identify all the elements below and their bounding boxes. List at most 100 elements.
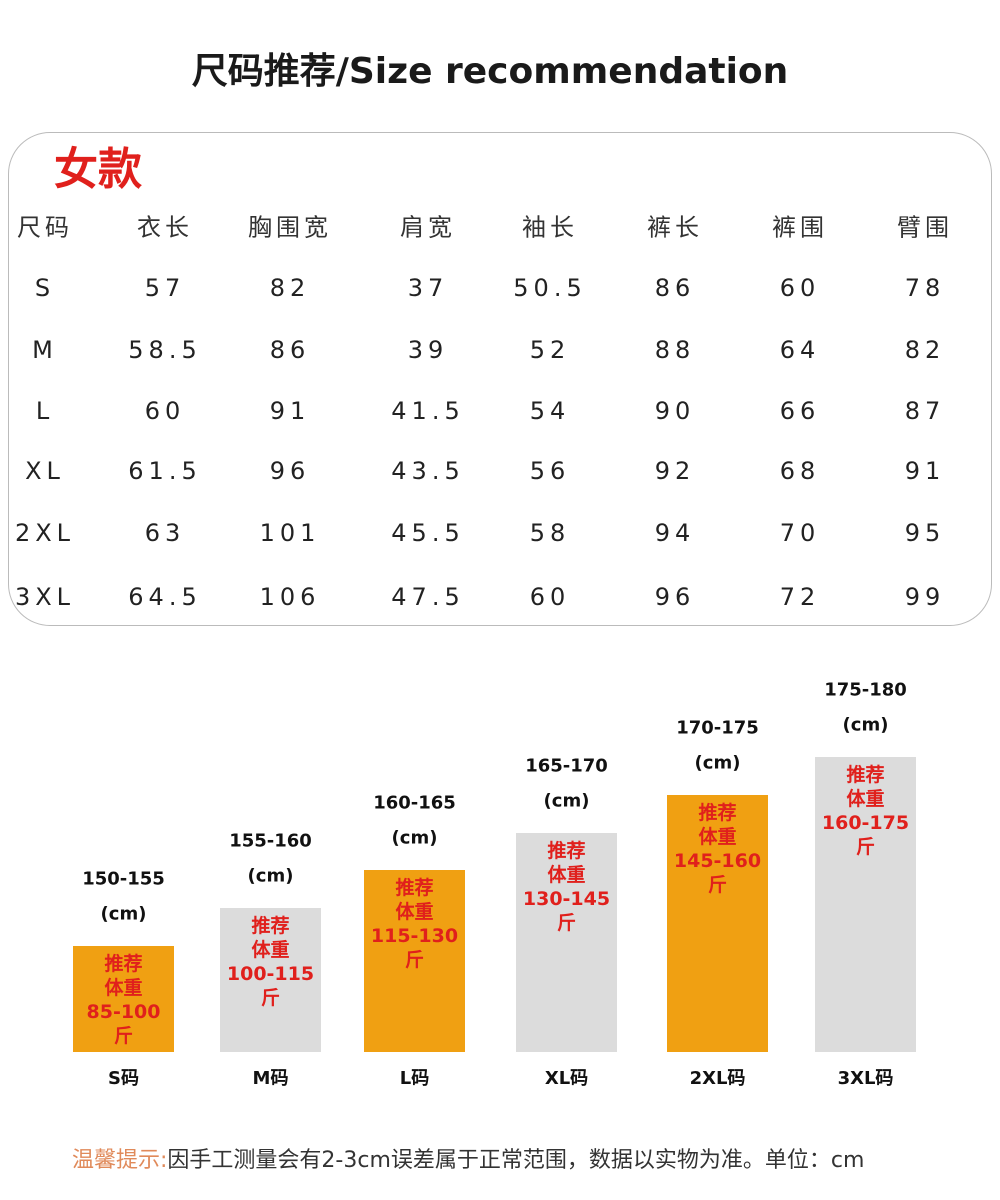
table-cell: 94 [654,519,696,547]
weight-unit: 斤 [404,949,425,972]
header-cell: 尺码 [17,213,73,242]
weight-label: 体重 [251,939,290,962]
height-unit: (cm) [391,827,438,849]
size-bar [73,946,174,1052]
tip-label: 温馨提示: [72,1148,168,1173]
table-cell: 82 [904,336,946,364]
header-cell: 臂围 [897,213,953,242]
weight-label: 体重 [104,977,143,999]
table-cell: 63 [144,519,186,547]
table-cell: 99 [904,583,946,611]
table-cell: 61.5 [128,457,202,485]
size-label: 3XL码 [837,1068,894,1089]
weight-label: 推荐 [698,801,737,824]
height-range: 175-180 [824,679,907,701]
height-range: 155-160 [229,830,312,852]
table-cell: 54 [529,397,571,425]
tip-text: 因手工测量会有2-3cm误差属于正常范围，数据以实物为准。单位：cm [167,1148,865,1173]
table-cell: 41.5 [391,397,465,425]
table-cell: M [32,336,58,364]
table-cell: 87 [904,397,946,425]
table-cell: 86 [269,336,311,364]
height-range: 170-175 [676,717,759,739]
weight-unit: 斤 [855,836,876,858]
weight-unit: 斤 [113,1025,134,1047]
table-cell: 86 [654,274,696,302]
weight-unit: 斤 [707,873,728,896]
weight-range: 100-115 [226,963,315,986]
header-cell: 裤长 [647,213,703,242]
section-label: 女款 [54,144,142,195]
height-unit: (cm) [247,865,294,887]
table-cell: 60 [779,274,821,302]
table-cell: 68 [779,457,821,485]
table-cell: 56 [529,457,571,485]
size-label: L码 [399,1068,430,1089]
height-unit: (cm) [842,714,889,736]
size-label: 2XL码 [689,1068,746,1089]
height-unit: (cm) [543,790,590,812]
table-frame [8,132,992,626]
table-cell: 39 [407,336,449,364]
table-cell: 50.5 [513,274,587,302]
size-bar [516,832,617,1052]
table-cell: 91 [904,457,946,485]
weight-range: 145-160 [673,849,762,872]
table-cell: 101 [259,519,321,547]
table-cell: 3XL [14,583,76,611]
weight-label: 推荐 [395,877,434,900]
table-cell: 47.5 [391,583,465,611]
weight-unit: 斤 [260,987,281,1010]
weight-range: 115-130 [370,925,459,948]
header-cell: 袖长 [522,213,578,242]
height-range: 160-165 [373,792,456,814]
weight-label: 体重 [698,825,737,848]
weight-label: 推荐 [104,953,143,975]
size-bar [667,794,768,1052]
title: 尺码推荐/Size recommendation [191,51,789,92]
table-cell: 91 [269,397,311,425]
weight-label: 体重 [547,863,586,886]
table-cell: 70 [779,519,821,547]
table-cell: 72 [779,583,821,611]
tip: 温馨提示:因手工测量会有2-3cm误差属于正常范围，数据以实物为准。单位：cm [72,1142,864,1174]
table-cell: 58.5 [128,336,202,364]
header-cell: 裤围 [772,213,828,242]
table-cell: 64 [779,336,821,364]
weight-label: 推荐 [846,764,885,786]
size-bar [364,870,465,1052]
table-cell: 92 [654,457,696,485]
height-range: 165-170 [525,755,608,777]
table-cell: 78 [904,274,946,302]
table-cell: 45.5 [391,519,465,547]
header-cell: 胸围宽 [248,213,332,242]
weight-label: 推荐 [547,839,586,862]
table-cell: 95 [904,519,946,547]
table-cell: S [34,274,56,302]
table-cell: 60 [144,397,186,425]
weight-range: 85-100 [86,1001,161,1023]
table-cell: 106 [259,583,321,611]
header-cell: 肩宽 [400,213,456,242]
weight-label: 推荐 [251,915,290,938]
table-cell: XL [25,457,65,485]
weight-unit: 斤 [556,911,577,934]
table-cell: 60 [529,583,571,611]
size-label: M码 [252,1068,289,1089]
table-cell: L [35,397,55,425]
table-cell: 88 [654,336,696,364]
table-cell: 66 [779,397,821,425]
size-bar [220,908,321,1052]
height-unit: (cm) [694,752,741,774]
table-cell: 90 [654,397,696,425]
table-cell: 52 [529,336,571,364]
weight-label: 体重 [846,788,885,810]
table-cell: 37 [407,274,449,302]
table-cell: 82 [269,274,311,302]
table-cell: 58 [529,519,571,547]
weight-label: 体重 [395,901,434,924]
height-range: 150-155 [82,868,165,890]
table-cell: 2XL [14,519,76,547]
size-label: XL码 [544,1068,589,1089]
